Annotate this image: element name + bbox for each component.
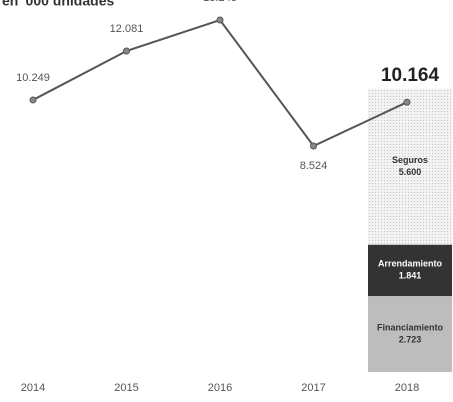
- segment-value: 5.600: [399, 167, 422, 177]
- data-label: 12.081: [110, 23, 144, 35]
- x-tick-label: 2017: [301, 382, 325, 394]
- marker: [310, 142, 317, 150]
- bar-segment: [368, 244, 452, 297]
- x-tick-label: 2015: [114, 382, 138, 394]
- line: [32, 18, 408, 148]
- data-label: 10.249: [16, 72, 50, 84]
- x-tick-label: 2014: [21, 382, 45, 394]
- marker: [123, 47, 130, 55]
- x-tick-label: 2016: [208, 382, 232, 394]
- segment-label: Seguros: [392, 155, 428, 165]
- data-label: 8.524: [300, 160, 328, 172]
- marker: [403, 98, 411, 106]
- marker: [29, 96, 37, 104]
- total-label: 10.164: [381, 65, 440, 86]
- bar-segment: [368, 296, 452, 372]
- segment-value: 1.841: [399, 271, 422, 281]
- chart-title: en '000 unidades: [2, 0, 114, 9]
- segment-value: 2.723: [399, 334, 422, 344]
- marker: [216, 16, 224, 24]
- data-label: 13.243: [203, 0, 237, 4]
- segment-label: Arrendamiento: [378, 259, 443, 269]
- segment-label: Financiamiento: [377, 322, 444, 332]
- x-tick-label: 2018: [395, 382, 419, 394]
